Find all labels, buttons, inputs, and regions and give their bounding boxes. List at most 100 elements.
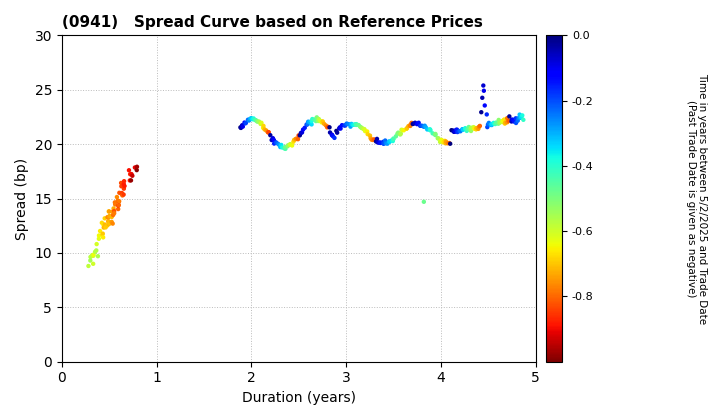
Point (279, 145, 290, 152)
Point (84, 257, 96, 264)
Point (268, 136, 279, 143)
Point (96, 219, 107, 226)
Point (294, 132, 305, 139)
Point (390, 133, 402, 140)
Point (475, 109, 487, 116)
Point (242, 116, 253, 123)
Point (483, 120, 495, 126)
Point (102, 218, 114, 225)
Point (331, 129, 343, 136)
Point (386, 137, 397, 144)
Point (87, 260, 99, 267)
Point (410, 119, 421, 126)
Point (244, 116, 256, 122)
Y-axis label: Time in years between 5/2/2025 and Trade Date
(Past Trade Date is given as negat: Time in years between 5/2/2025 and Trade… (686, 73, 708, 324)
Point (383, 138, 395, 145)
Point (516, 114, 527, 121)
Point (289, 136, 300, 143)
Point (290, 135, 302, 142)
Point (103, 214, 114, 220)
Point (421, 126, 433, 133)
Point (359, 126, 370, 132)
Point (116, 183, 127, 190)
Point (439, 137, 451, 144)
Point (490, 119, 502, 126)
Point (374, 139, 385, 146)
Point (449, 128, 461, 135)
Point (486, 122, 498, 129)
X-axis label: Duration (years): Duration (years) (242, 391, 356, 405)
Point (284, 141, 296, 147)
Point (427, 130, 438, 136)
Point (125, 177, 137, 184)
Point (442, 140, 454, 147)
Point (343, 121, 354, 128)
Point (444, 140, 455, 147)
Point (375, 139, 387, 146)
Point (440, 140, 451, 147)
Point (86, 252, 98, 259)
Point (461, 128, 472, 134)
Point (398, 127, 410, 134)
Point (505, 118, 517, 125)
Point (88, 251, 99, 258)
Point (401, 125, 413, 132)
Point (89, 249, 101, 255)
Point (477, 94, 488, 101)
Point (274, 144, 286, 150)
Point (327, 133, 338, 139)
Point (415, 123, 426, 129)
Point (469, 126, 480, 132)
Point (485, 121, 497, 128)
Point (372, 136, 383, 142)
Point (338, 122, 350, 129)
Point (370, 138, 382, 145)
Point (419, 122, 431, 129)
Point (397, 127, 408, 134)
Point (459, 126, 471, 133)
Point (418, 123, 430, 130)
Point (248, 115, 259, 122)
Point (114, 198, 125, 205)
Point (96, 231, 108, 238)
Point (387, 136, 399, 142)
Point (240, 120, 251, 126)
Point (326, 131, 338, 138)
Point (118, 181, 130, 187)
Point (510, 115, 521, 122)
Point (310, 118, 322, 124)
Point (93, 232, 104, 239)
Point (269, 140, 280, 147)
Point (481, 111, 492, 118)
Point (497, 118, 508, 125)
Point (406, 120, 418, 126)
Point (284, 142, 296, 148)
Point (315, 118, 326, 124)
Point (367, 136, 379, 143)
Point (356, 124, 367, 131)
Point (279, 145, 291, 152)
Point (253, 118, 265, 125)
Point (420, 124, 431, 131)
Point (235, 125, 247, 131)
Point (129, 164, 140, 171)
Point (438, 139, 449, 146)
Point (496, 118, 508, 125)
Point (330, 128, 342, 134)
Point (418, 198, 430, 205)
Point (109, 199, 121, 206)
Point (270, 139, 282, 146)
Point (424, 126, 436, 133)
Point (436, 136, 447, 143)
Point (430, 132, 441, 139)
Point (276, 144, 288, 151)
Point (348, 121, 359, 128)
Point (118, 185, 130, 192)
Point (455, 128, 467, 134)
Point (324, 124, 336, 131)
Point (329, 134, 341, 141)
Point (317, 118, 328, 125)
Point (114, 189, 125, 196)
Point (366, 136, 377, 143)
Point (374, 139, 386, 146)
